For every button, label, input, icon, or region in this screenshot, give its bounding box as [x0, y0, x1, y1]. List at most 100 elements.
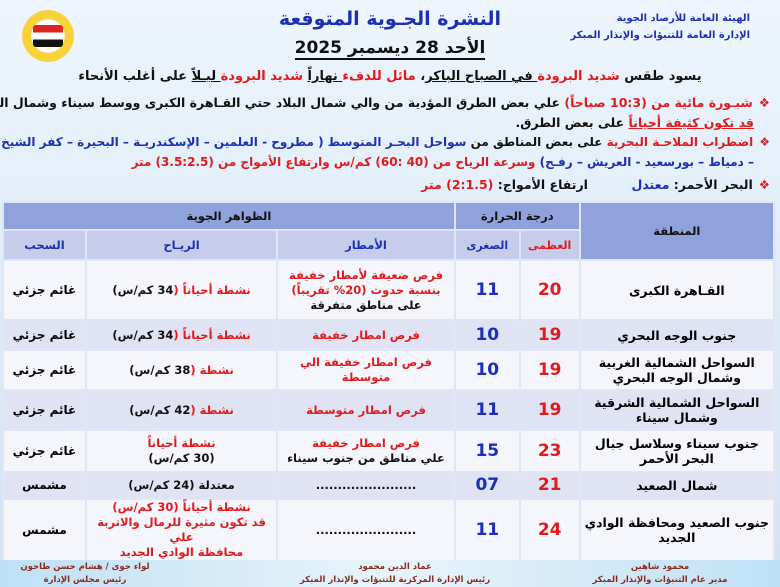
- max-temp: 20: [518, 259, 581, 321]
- text-segment: (2:1.5) متر: [421, 177, 494, 192]
- ema-logo: [22, 10, 74, 62]
- text-segment: نشطة أحياناً: [147, 436, 216, 450]
- min-header: الصغرى: [453, 229, 521, 261]
- text-segment: سواحل البحـر المتوسط ( مطروح - العلمين –…: [1, 135, 467, 149]
- text-segment: شبـورة مائية من (10:3 صباحاً): [564, 95, 753, 110]
- fog-bullet: ❖ شبـورة مائية من (10:3 صباحاً) علي بعض ا…: [0, 95, 770, 110]
- min-temp: 07: [453, 471, 521, 500]
- wind-cell: نشطة أحياناً (30 كم/س) قد تكون مثيرة للرم…: [84, 498, 279, 562]
- text-segment: نشطة أحياناً (: [173, 282, 251, 297]
- signature-1: محمود شاهين مدير عام التنبؤات والإنذار ال…: [592, 562, 728, 585]
- table-row: جنوب سيناء وسلاسل جبال البحر الأحمر 23 15 ف…: [2, 429, 776, 473]
- table-row: جنوب الصعيد ومحافظة الوادي الجديد 24 11...…: [2, 498, 776, 562]
- temperature-header: درجة الحرارة: [453, 201, 581, 231]
- cloud-cell: غائم جزئي: [2, 389, 87, 431]
- region-cell: جنوب سيناء وسلاسل جبال البحر الأحمر: [578, 429, 776, 473]
- text-segment: شديد البرودة: [537, 69, 620, 84]
- wind-header: الريـاح: [84, 229, 279, 261]
- rain-cell: .......................: [276, 498, 456, 562]
- text-segment: يسود طقس: [619, 69, 702, 84]
- rain-cell: فرص امطار خفيفة: [276, 319, 456, 351]
- text-segment: اضطراب الملاحـة البحرية: [606, 135, 754, 149]
- text-segment: ليـلاً: [191, 69, 221, 84]
- text-segment: نهاراً: [307, 69, 343, 84]
- cloud-cell: غائم جزئي: [2, 259, 87, 321]
- region-cell: شمال الصعيد: [578, 471, 776, 500]
- region-cell: السواحل الشمالية الشرقية وشمال سيناء: [578, 389, 776, 431]
- wind-cell: نشطة أحياناً (34 كم/س): [84, 259, 279, 321]
- phenomena-header: الظواهر الجوية: [2, 201, 456, 231]
- text-segment: فرص ضعيفة لأمطار خفيفة: [288, 267, 444, 282]
- min-temp: 11: [453, 389, 521, 431]
- max-temp: 19: [518, 319, 581, 351]
- rain-cell: فرص ضعيفة لأمطار خفيفة بنسبة حدوث (20% تق…: [276, 259, 456, 321]
- text-segment: فرص امطار خفيفة الي متوسطة: [300, 355, 432, 384]
- text-segment: 34 كم/س): [112, 282, 174, 297]
- summary: يسود طقس شديد البرودة في الصباح الباكر، …: [0, 69, 780, 84]
- text-segment: على أغلب الأنحاء: [78, 69, 192, 84]
- bullet-icon: ❖: [758, 95, 770, 110]
- text-segment: نشطة أحياناً (: [173, 327, 251, 342]
- sea-bullet-cont: – دمياط – بورسعيد - العريش – رفـح) وسرعة…: [132, 155, 754, 169]
- text-segment: قد تكون كثيفة أحياناً: [628, 115, 754, 130]
- cloud-header: السحب: [2, 229, 87, 261]
- rain-cell: فرص امطار خفيفة الي متوسطة: [276, 349, 456, 391]
- text-segment: نشطة (: [190, 362, 234, 377]
- text-segment: نشطة أحياناً (30 كم/س): [112, 500, 251, 514]
- rain-header: الأمطار: [276, 229, 456, 261]
- signature-3: لواء جوى / هشام حسن طاحون رئيس مجلس الإدا…: [20, 562, 150, 585]
- wind-cell: نشطة (38 كم/س): [84, 349, 279, 391]
- table-row: القـاهرة الكبرى 20 11 فرص ضعيفة لأمطار خفيف…: [2, 259, 776, 321]
- bulletin-date: الأحد 28 ديسمبر 2025: [294, 38, 486, 60]
- rain-cell: فرص امطار خفيفة علي مناطق من جنوب سيناء: [276, 429, 456, 473]
- text-segment: ،: [415, 69, 426, 84]
- table-row: جنوب الوجه البحري 19 10 فرص امطار خفيفة نشطة…: [2, 319, 776, 351]
- region-cell: جنوب الوجه البحري: [578, 319, 776, 351]
- text-segment: وسرعة الرياح من (40 :60) كم/س وارتفاع ال…: [131, 155, 540, 169]
- text-segment: 38 كم/س): [129, 362, 191, 377]
- org-department: الإدارة العامة للتنبؤات والإنذار المبكر: [570, 30, 751, 41]
- text-segment: 42 كم/س): [129, 402, 191, 417]
- wind-cell: نشطة أحياناً (30 كم/س): [84, 429, 279, 473]
- sea-bullet: ❖ اضطراب الملاحـة البحرية على بعض المناطق…: [1, 135, 770, 149]
- text-segment: – دمياط – بورسعيد - العريش – رفـح): [539, 155, 754, 169]
- signature-2: عماد الدين محمود رئيس الإدارة المركزية لل…: [299, 562, 491, 585]
- text-segment: على بعض الطرق.: [515, 115, 629, 130]
- table-row: السواحل الشمالية الغربية وشمال الوجه الب…: [2, 349, 776, 391]
- cloud-cell: غائم جزئي: [2, 349, 87, 391]
- region-cell: السواحل الشمالية الغربية وشمال الوجه الب…: [578, 349, 776, 391]
- page-title: النشرة الجـوية المتوقعة: [278, 8, 502, 30]
- text-segment: معتدلة (24 كم/س): [128, 478, 235, 492]
- min-temp: 15: [453, 429, 521, 473]
- max-temp: 23: [518, 429, 581, 473]
- text-segment: علي بعض الطرق المؤدية من والي شمال البلا…: [0, 95, 565, 110]
- min-temp: 10: [453, 349, 521, 391]
- bullet-icon: ❖: [758, 177, 770, 192]
- min-temp: 11: [453, 259, 521, 321]
- min-temp: 10: [453, 319, 521, 351]
- wind-cell: معتدلة (24 كم/س): [84, 471, 279, 500]
- text-segment: فرص امطار متوسطة: [306, 402, 426, 417]
- bullet-icon: ❖: [759, 135, 770, 149]
- fog-bullet-cont: قد تكون كثيفة أحياناً على بعض الطرق.: [516, 115, 754, 130]
- table-row: السواحل الشمالية الشرقية وشمال سيناء 19 11…: [2, 389, 776, 431]
- red-sea-bullet: ❖ البحر الأحمر: معتدل ارتفاع الأمواج: (2:…: [421, 177, 770, 192]
- text-segment: شديد البرودة: [220, 69, 308, 84]
- text-segment: على مناطق متفرقة: [310, 297, 422, 312]
- rain-cell: .......................: [276, 471, 456, 500]
- text-segment: فرص امطار خفيفة: [312, 327, 420, 342]
- text-segment: على بعض المناطق من: [466, 135, 607, 149]
- wind-cell: نشطة (42 كم/س): [84, 389, 279, 431]
- forecast-table: المنطقة درجة الحرارة الظواهر الجوية العظ…: [2, 201, 776, 562]
- min-temp: 11: [453, 498, 521, 562]
- wind-cell: نشطة أحياناً (34 كم/س): [84, 319, 279, 351]
- max-temp: 19: [518, 389, 581, 431]
- region-header: المنطقة: [578, 201, 776, 261]
- cloud-cell: غائم جزئي: [2, 319, 87, 351]
- region-cell: القـاهرة الكبرى: [578, 259, 776, 321]
- text-segment: .......................: [315, 478, 417, 492]
- text-segment: 34 كم/س): [112, 327, 174, 342]
- text-segment: علي مناطق من جنوب سيناء: [287, 451, 445, 465]
- max-header: العظمى: [518, 229, 581, 261]
- text-segment: (30 كم/س): [148, 451, 215, 465]
